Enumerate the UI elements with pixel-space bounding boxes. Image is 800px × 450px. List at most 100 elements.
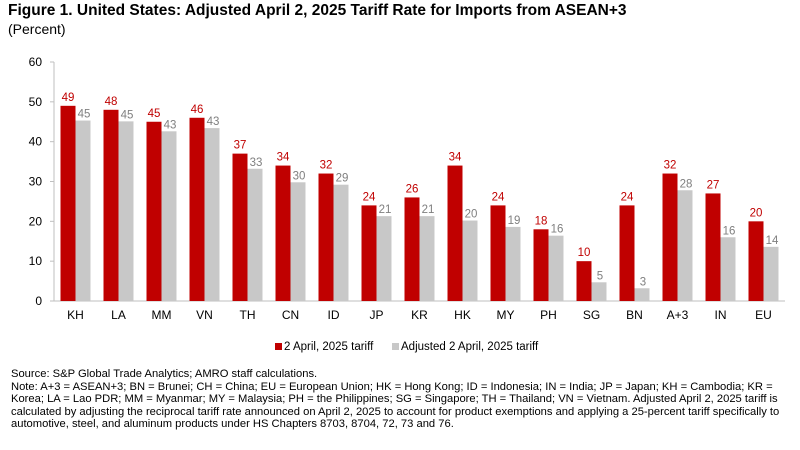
data-label-series1: 24 [621, 191, 634, 203]
data-label-series2: 19 [508, 215, 521, 227]
data-label-series1: 32 [664, 160, 677, 172]
y-tick-label: 50 [29, 95, 43, 109]
bar-series2 [634, 288, 650, 301]
data-label-series2: 21 [422, 204, 435, 216]
data-label-series1: 48 [105, 96, 118, 108]
data-label-series1: 27 [707, 179, 720, 191]
data-label-series2: 28 [680, 178, 693, 190]
bar-series1 [361, 205, 377, 301]
bar-series2 [204, 128, 220, 301]
data-label-series1: 46 [191, 104, 204, 116]
data-label-series2: 33 [250, 157, 263, 169]
data-label-series2: 3 [640, 276, 646, 288]
x-tick-label: MY [497, 308, 515, 322]
bar-chart: 01020304050604945KH4845LA4543MM4643VN373… [29, 55, 785, 353]
x-tick-label: IN [715, 308, 727, 322]
data-label-series1: 18 [535, 215, 548, 227]
data-label-series1: 26 [406, 183, 419, 195]
bar-series2 [505, 226, 521, 301]
x-tick-label: MM [152, 308, 172, 322]
x-tick-label: LA [111, 308, 126, 322]
bar-series1 [533, 229, 549, 301]
bar-series1 [490, 205, 506, 301]
x-tick-label: CN [282, 308, 299, 322]
bar-series1 [748, 221, 764, 301]
y-tick-label: 40 [29, 135, 43, 149]
data-label-series1: 10 [578, 247, 591, 259]
bar-series2 [290, 182, 306, 301]
data-label-series1: 37 [234, 140, 247, 152]
data-label-series2: 20 [465, 209, 478, 221]
figure-notes: Source: S&P Global Trade Analytics; AMRO… [11, 368, 793, 431]
x-tick-label: KH [67, 308, 84, 322]
bar-series1 [189, 117, 205, 302]
x-tick-label: KR [411, 308, 428, 322]
data-label-series2: 45 [78, 109, 91, 121]
legend-label-series2: Adjusted 2 April, 2025 tariff [401, 341, 539, 353]
legend-swatch-series1 [275, 343, 282, 350]
bar-series1 [232, 153, 248, 301]
bar-series2 [75, 120, 91, 302]
bar-series2 [419, 216, 435, 301]
x-tick-label: EU [755, 308, 772, 322]
bar-series2 [376, 216, 392, 301]
bar-series1 [275, 165, 291, 301]
bar-series2 [161, 131, 177, 301]
y-tick-label: 10 [29, 254, 43, 268]
legend-label-series1: 2 April, 2025 tariff [284, 341, 374, 353]
legend-swatch-series2 [392, 343, 399, 350]
data-label-series2: 43 [164, 119, 177, 131]
y-tick-label: 60 [29, 55, 43, 69]
x-tick-label: SG [583, 308, 600, 322]
data-label-series2: 16 [551, 224, 564, 236]
bar-series1 [146, 121, 162, 301]
data-label-series2: 14 [766, 235, 779, 247]
x-tick-label: VN [196, 308, 213, 322]
bar-series1 [103, 109, 119, 301]
bar-series1 [705, 193, 721, 301]
data-label-series1: 34 [277, 152, 290, 164]
data-label-series2: 45 [121, 109, 134, 121]
bar-series2 [333, 184, 349, 301]
data-label-series2: 29 [336, 173, 349, 185]
bar-series2 [677, 190, 693, 301]
y-tick-label: 30 [29, 175, 43, 189]
y-tick-label: 20 [29, 214, 43, 228]
bar-series2 [247, 168, 263, 301]
x-tick-label: BN [626, 308, 643, 322]
x-tick-label: PH [540, 308, 557, 322]
data-label-series1: 20 [750, 207, 763, 219]
bar-series2 [462, 220, 478, 301]
x-tick-label: TH [240, 308, 256, 322]
data-label-series1: 24 [492, 191, 505, 203]
data-label-series2: 30 [293, 170, 306, 182]
x-tick-label: HK [454, 308, 471, 322]
bar-series2 [591, 282, 607, 301]
x-tick-label: JP [369, 308, 383, 322]
abbreviations-note: Note: A+3 = ASEAN+3; BN = Brunei; CH = C… [11, 380, 780, 431]
x-tick-label: ID [328, 308, 340, 322]
bar-series1 [404, 197, 420, 301]
bar-series2 [763, 246, 779, 301]
bar-series2 [548, 235, 564, 301]
data-label-series1: 32 [320, 160, 333, 172]
bar-series1 [447, 165, 463, 301]
bar-series1 [318, 173, 334, 301]
data-label-series2: 16 [723, 225, 736, 237]
bar-series2 [118, 121, 134, 301]
data-label-series1: 45 [148, 108, 161, 120]
bar-series1 [576, 261, 592, 301]
data-label-series1: 34 [449, 152, 462, 164]
bar-series1 [60, 105, 76, 301]
data-label-series1: 24 [363, 191, 376, 203]
data-label-series1: 49 [62, 92, 75, 104]
bar-series1 [619, 205, 635, 301]
bar-series1 [662, 173, 678, 301]
data-label-series2: 43 [207, 116, 220, 128]
figure-title: Figure 1. United States: Adjusted April … [8, 2, 627, 19]
data-label-series2: 5 [597, 270, 603, 282]
x-tick-label: A+3 [667, 308, 689, 322]
bar-series2 [720, 237, 736, 301]
source-note: Source: S&P Global Trade Analytics; AMRO… [11, 368, 318, 380]
y-tick-label: 0 [35, 294, 42, 308]
